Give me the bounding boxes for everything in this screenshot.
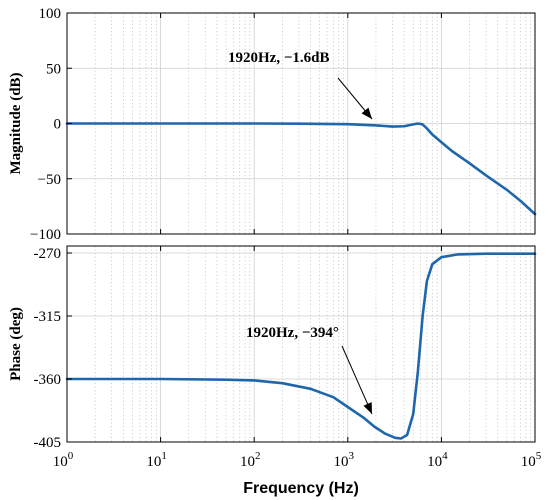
annotation-arrow-head bbox=[363, 402, 372, 414]
x-tick-exponent: 2 bbox=[255, 450, 261, 462]
x-tick-base: 10 bbox=[427, 454, 442, 470]
y-tick-label: -360 bbox=[34, 372, 62, 388]
y-tick-label: -315 bbox=[34, 309, 62, 325]
y-tick-label: −100 bbox=[30, 227, 61, 243]
y-tick-label: −50 bbox=[38, 172, 61, 188]
annotation-arrow-line bbox=[341, 345, 373, 415]
annotation-text: 1920Hz, −394° bbox=[246, 325, 339, 341]
y-axis: 100 50 0 −50 −100 bbox=[30, 6, 536, 243]
x-tick-base: 10 bbox=[146, 454, 161, 470]
x-tick-label: 104 bbox=[427, 450, 448, 470]
x-tick-exponent: 1 bbox=[161, 450, 167, 462]
x-tick-base: 10 bbox=[521, 454, 536, 470]
y-axis: -270 -315 -360 -405 bbox=[34, 246, 536, 451]
x-tick-exponent: 4 bbox=[442, 450, 448, 462]
phase-curve bbox=[65, 252, 537, 440]
y-axis-label: Phase (deg) bbox=[8, 307, 24, 381]
y-axis-label: Magnitude (dB) bbox=[8, 72, 24, 174]
x-tick-base: 10 bbox=[334, 454, 349, 470]
x-tick-label: 102 bbox=[240, 450, 261, 470]
annotation-text: 1920Hz, −1.6dB bbox=[228, 50, 329, 66]
y-tick-label: -270 bbox=[34, 246, 62, 262]
x-tick-label: 100 bbox=[53, 450, 74, 470]
x-tick-exponent: 5 bbox=[536, 450, 542, 462]
magnitude-curve bbox=[65, 122, 537, 216]
x-tick-exponent: 0 bbox=[68, 450, 74, 462]
annotation: 1920Hz, −1.6dB bbox=[228, 50, 373, 120]
x-tick-label: 101 bbox=[146, 450, 167, 470]
grid bbox=[67, 13, 535, 234]
magnitude-panel: 100 50 0 −50 −100 Magnitude (dB) 1920Hz, −1.6d… bbox=[8, 6, 537, 243]
annotation: 1920Hz, −394° bbox=[246, 325, 373, 415]
y-tick-label: 100 bbox=[39, 6, 62, 22]
y-tick-label: 0 bbox=[54, 117, 62, 133]
x-tick-label: 103 bbox=[334, 450, 355, 470]
annotation-arrow-head bbox=[361, 107, 372, 119]
x-tick-base: 10 bbox=[53, 454, 68, 470]
axes-frame bbox=[66, 245, 536, 443]
plot-area bbox=[67, 246, 535, 442]
x-tick-exponent: 3 bbox=[349, 450, 355, 462]
y-tick-label: -405 bbox=[34, 435, 62, 451]
grid bbox=[67, 246, 535, 442]
x-tick-label: 105 bbox=[521, 450, 542, 470]
x-tick-base: 10 bbox=[240, 454, 255, 470]
x-axis-label: Frequency (Hz) bbox=[243, 480, 359, 497]
y-tick-label: 50 bbox=[46, 61, 61, 77]
